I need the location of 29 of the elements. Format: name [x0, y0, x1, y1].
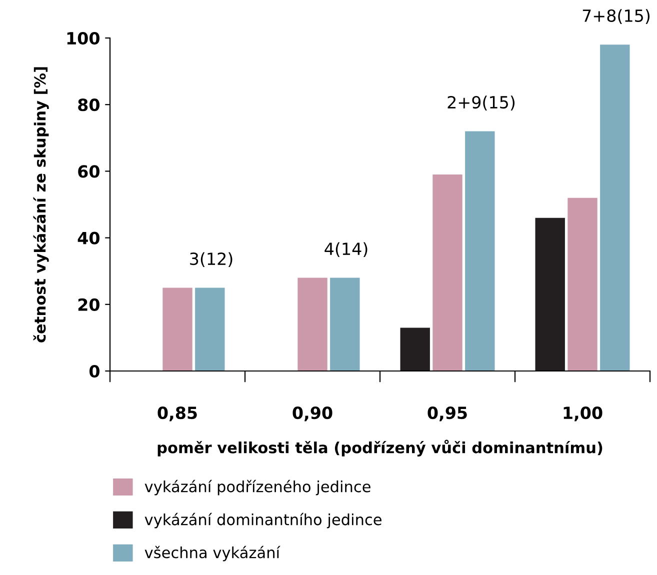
- legend-label: všechna vykázání: [144, 546, 280, 562]
- x-tick-label: 0,95: [428, 406, 467, 422]
- y-tick-label: 80: [78, 98, 100, 112]
- bar: [600, 44, 630, 371]
- annotation: 3(12): [190, 252, 232, 268]
- x-tick-label: 0,90: [292, 406, 332, 422]
- bar: [568, 198, 598, 371]
- bar: [535, 218, 565, 371]
- bar: [330, 278, 360, 371]
- x-tick-label: 1,00: [564, 406, 602, 422]
- y-tick-label: 20: [78, 298, 100, 311]
- y-axis-title: četnost vykázání ze skupiny [%]: [33, 67, 49, 342]
- legend-label: vykázání podřízeného jedince: [144, 480, 370, 496]
- bar: [195, 288, 225, 371]
- y-tick-label: 100: [67, 32, 100, 45]
- text: 7+8(15): [582, 9, 650, 24]
- y-tick-label: 40: [78, 232, 100, 244]
- annotation: 2+9(15): [448, 96, 515, 111]
- bar: [432, 174, 462, 371]
- bar: [465, 131, 495, 371]
- x-axis-title: poměr velikosti těla (podřízený vůči dominantnímu): [158, 440, 602, 456]
- bar: [162, 288, 192, 371]
- y-tick-label: 0: [89, 364, 100, 378]
- x-tick-label: 0,85: [158, 406, 197, 422]
- bar: [400, 328, 430, 371]
- bar: [298, 278, 328, 371]
- legend-label: vykázání dominantního jedince: [144, 512, 382, 528]
- y-tick-label: 60: [78, 165, 100, 178]
- annotation: 4(14): [324, 242, 368, 258]
